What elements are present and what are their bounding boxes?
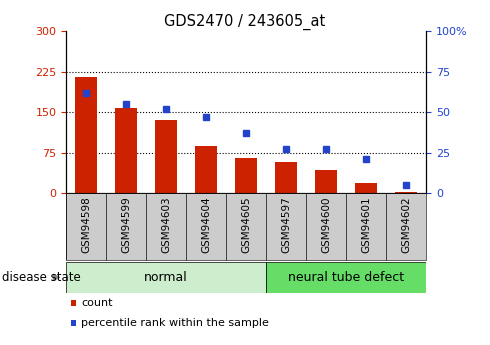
Text: GSM94605: GSM94605 [241, 197, 251, 253]
Text: count: count [81, 298, 113, 308]
Text: percentile rank within the sample: percentile rank within the sample [81, 318, 269, 328]
Bar [106, 193, 146, 260]
FancyBboxPatch shape [266, 262, 426, 293]
Bar [346, 193, 386, 260]
Bar [71, 320, 76, 326]
Text: GSM94597: GSM94597 [281, 197, 291, 253]
Text: disease state: disease state [2, 271, 81, 284]
Bar [355, 184, 377, 193]
Text: GSM94598: GSM94598 [81, 197, 91, 253]
Bar [71, 300, 76, 306]
Text: normal: normal [145, 271, 188, 284]
Text: GSM94599: GSM94599 [121, 197, 131, 253]
Bar [275, 162, 297, 193]
Bar [226, 193, 266, 260]
Bar [115, 108, 137, 193]
Bar [155, 120, 177, 193]
Bar [266, 193, 306, 260]
Bar [146, 193, 186, 260]
Bar [395, 191, 417, 193]
Bar [235, 158, 257, 193]
Bar [195, 146, 217, 193]
Text: GDS2470 / 243605_at: GDS2470 / 243605_at [164, 14, 326, 30]
Text: GSM94604: GSM94604 [201, 197, 211, 253]
FancyBboxPatch shape [66, 262, 266, 293]
Text: neural tube defect: neural tube defect [288, 271, 404, 284]
Bar [306, 193, 346, 260]
Bar [75, 77, 97, 193]
Text: GSM94600: GSM94600 [321, 197, 331, 253]
Bar [66, 193, 106, 260]
Text: GSM94603: GSM94603 [161, 197, 171, 253]
Bar [186, 193, 226, 260]
Bar [386, 193, 426, 260]
Text: GSM94602: GSM94602 [401, 197, 411, 253]
Text: GSM94601: GSM94601 [361, 197, 371, 253]
Bar [315, 170, 337, 193]
